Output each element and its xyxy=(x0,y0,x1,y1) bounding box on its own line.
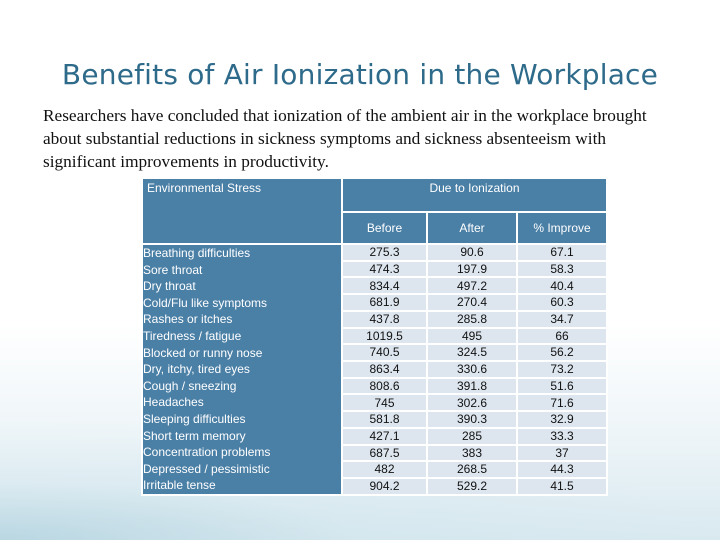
improve-value: 56.2 xyxy=(516,343,608,363)
before-value: 863.4 xyxy=(341,360,428,379)
ionization-table: Environmental Stress Due to Ionization B… xyxy=(141,177,608,496)
table-row: 581.8 390.3 32.9 xyxy=(142,410,608,429)
after-value: 383 xyxy=(426,443,518,463)
before-value: 437.8 xyxy=(341,309,428,329)
improve-value: 37 xyxy=(516,443,608,463)
after-value: 330.6 xyxy=(426,360,518,379)
after-value: 324.5 xyxy=(426,343,518,363)
table-row: 1019.5 495 66 xyxy=(142,326,608,346)
improve-value: 71.6 xyxy=(516,393,608,413)
symptom-label: Breathing difficulties xyxy=(143,246,251,260)
symptom-label: Cough / sneezing xyxy=(143,378,237,393)
after-value: 302.6 xyxy=(426,393,518,413)
table-row: 745 302.6 71.6 xyxy=(142,393,608,413)
after-value: 497.2 xyxy=(426,276,518,296)
improve-value: 32.9 xyxy=(516,410,608,429)
symptom-label: Short term memory xyxy=(143,428,246,443)
before-value: 581.8 xyxy=(341,410,428,429)
before-header: Before xyxy=(341,211,428,245)
before-value: 275.3 xyxy=(341,243,428,262)
table-row: 427.1 285 33.3 xyxy=(142,426,608,446)
before-value: 834.4 xyxy=(341,276,428,296)
symptom-label: Concentration problems xyxy=(143,445,271,460)
symptom-label: Sore throat xyxy=(143,262,203,277)
table-row: 687.5 383 37 xyxy=(142,443,608,463)
table-row: Breathing difficulties Sore throat Dry thr… xyxy=(141,243,608,496)
due-to-ionization-header: Due to Ionization xyxy=(341,177,608,213)
before-value: 427.1 xyxy=(341,426,428,446)
improve-value: 58.3 xyxy=(516,259,608,279)
symptom-label: Depressed / pessimistic xyxy=(143,461,270,476)
table-row: 437.8 285.8 34.7 xyxy=(142,309,608,329)
improve-value: 73.2 xyxy=(516,360,608,379)
symptom-label: Rashes or itches xyxy=(143,312,233,327)
improve-value: 67.1 xyxy=(516,243,608,262)
symptom-label: Sleeping difficulties xyxy=(143,411,246,426)
table-row: 740.5 324.5 56.2 xyxy=(142,343,608,363)
before-value: 740.5 xyxy=(341,343,428,363)
improve-value: 60.3 xyxy=(516,293,608,312)
after-value: 197.9 xyxy=(426,259,518,279)
before-value: 904.2 xyxy=(341,477,428,496)
table-row: 482 268.5 44.3 xyxy=(142,460,608,480)
after-value: 285.8 xyxy=(426,309,518,329)
symptom-labels: Breathing difficulties Sore throat Dry thr… xyxy=(141,243,343,496)
environmental-stress-header: Environmental Stress xyxy=(141,177,343,245)
improve-value: 40.4 xyxy=(516,276,608,296)
after-value: 391.8 xyxy=(426,376,518,396)
after-value: 268.5 xyxy=(426,460,518,480)
intro-paragraph: Researchers have concluded that ionizati… xyxy=(43,106,647,171)
table-row: 904.2 529.2 41.5 xyxy=(142,477,608,496)
symptom-label: Headaches xyxy=(143,395,204,410)
before-value: 687.5 xyxy=(341,443,428,463)
symptom-label: Dry, itchy, tired eyes xyxy=(143,362,250,377)
page-title: Benefits of Air Ionization in the Workpl… xyxy=(61,58,659,91)
before-value: 474.3 xyxy=(341,259,428,279)
before-value: 745 xyxy=(341,393,428,413)
after-header: After xyxy=(426,211,518,245)
after-value: 495 xyxy=(426,326,518,346)
symptom-label: Cold/Flu like symptoms xyxy=(143,295,268,310)
before-value: 681.9 xyxy=(341,293,428,312)
improve-value: 66 xyxy=(516,326,608,346)
symptom-label: Irritable tense xyxy=(143,478,216,493)
before-value: 808.6 xyxy=(341,376,428,396)
improve-value: 41.5 xyxy=(516,477,608,496)
after-value: 90.6 xyxy=(426,243,518,262)
symptom-label: Tiredness / fatigue xyxy=(143,328,242,343)
improve-value: 33.3 xyxy=(516,426,608,446)
before-value: 482 xyxy=(341,460,428,480)
after-value: 285 xyxy=(426,426,518,446)
improve-value: 51.6 xyxy=(516,376,608,396)
after-value: 529.2 xyxy=(426,477,518,496)
before-value: 1019.5 xyxy=(341,326,428,346)
symptom-label: Blocked or runny nose xyxy=(143,345,263,360)
table-row: 474.3 197.9 58.3 xyxy=(142,259,608,279)
after-value: 390.3 xyxy=(426,410,518,429)
symptom-label: Dry throat xyxy=(143,279,196,294)
improve-header: % Improve xyxy=(516,211,608,245)
after-value: 270.4 xyxy=(426,293,518,312)
improve-value: 34.7 xyxy=(516,309,608,329)
improve-value: 44.3 xyxy=(516,460,608,480)
